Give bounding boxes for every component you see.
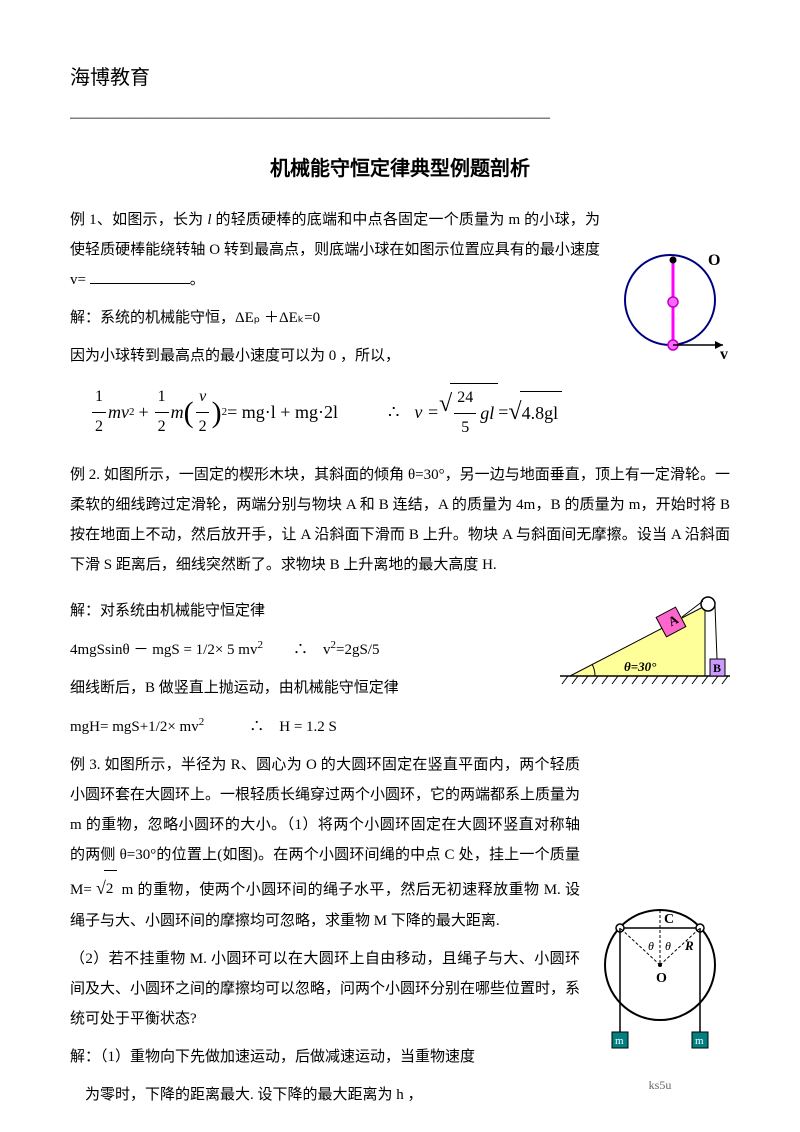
ex2-problem: 例 2. 如图所示，一固定的楔形木块，其斜面的倾角 θ=30°，另一边与地面垂直…	[70, 460, 730, 580]
svg-text:θ=30°: θ=30°	[624, 659, 657, 674]
blank-answer	[90, 269, 190, 284]
page-title: 机械能守恒定律典型例题剖析	[70, 151, 730, 187]
svg-text:θ: θ	[665, 939, 671, 953]
formula-mid: = mg·l + mg·2l	[227, 396, 338, 428]
figure-2: A B θ=30°	[560, 591, 730, 706]
svg-text:v: v	[720, 346, 728, 360]
v-eq: v =	[414, 396, 439, 428]
svg-text:O: O	[708, 252, 720, 269]
ks5u-caption: ks5u	[590, 1075, 730, 1097]
svg-text:m: m	[695, 1035, 704, 1047]
brand-header: 海博教育	[70, 60, 730, 96]
svg-text:O: O	[656, 971, 667, 986]
ex2-line3: mgH= mgS+1/2× mv2 ∴ H = 1.2 S	[70, 711, 730, 742]
therefore-1: ∴	[388, 396, 399, 428]
svg-text:R: R	[684, 938, 694, 953]
figure-1: O v	[610, 245, 730, 370]
ex1-formula: 12 mv2 + 12 m ( v2 ) 2 = mg·l + mg·2l ∴ …	[90, 383, 730, 443]
figure-3: m m C O R θ θ ks5u	[590, 890, 730, 1097]
svg-text:θ: θ	[648, 939, 654, 953]
divider-line: ——————————————————————————————	[70, 104, 730, 133]
ex1-text-c: 。	[190, 272, 205, 288]
ex1-text-a: 例 1、如图示，长为	[70, 212, 207, 228]
svg-text:B: B	[713, 661, 721, 675]
svg-text:m: m	[615, 1035, 624, 1047]
svg-text:C: C	[664, 912, 674, 927]
